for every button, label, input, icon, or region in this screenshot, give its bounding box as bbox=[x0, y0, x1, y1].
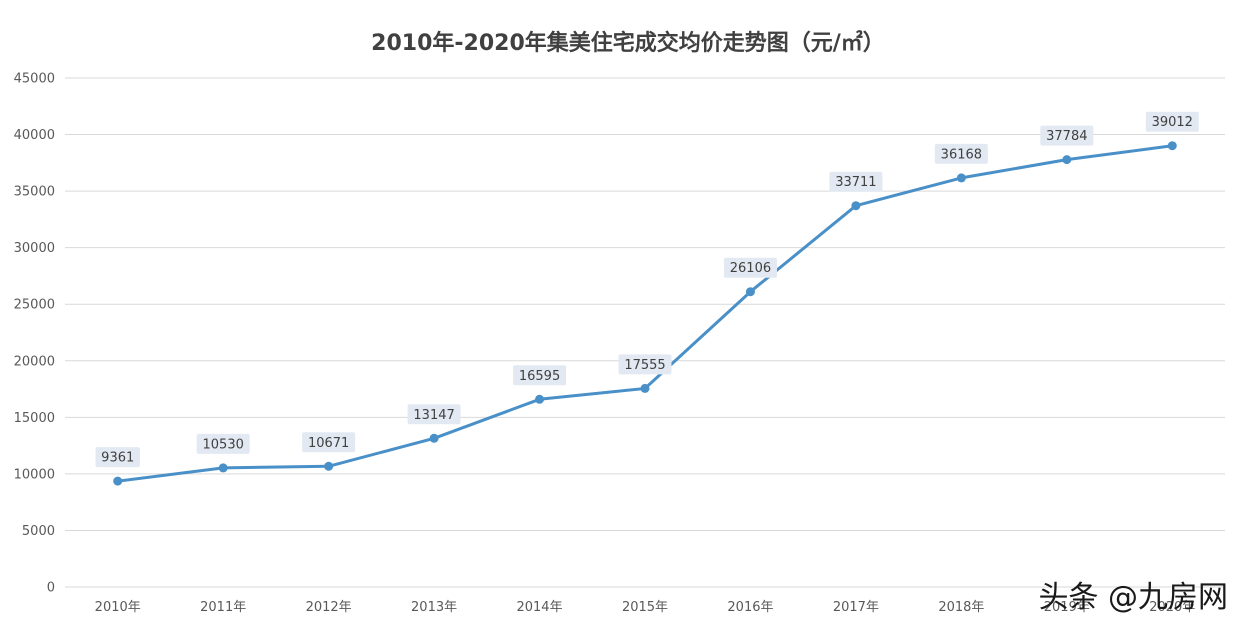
data-label-box bbox=[618, 354, 672, 375]
data-label-box bbox=[829, 171, 883, 192]
y-tick-label: 0 bbox=[47, 581, 55, 596]
data-point bbox=[429, 433, 439, 443]
data-label-text: 16595 bbox=[519, 369, 560, 384]
x-tick-label: 2013年 bbox=[411, 600, 457, 615]
x-tick-label: 2018年 bbox=[938, 600, 984, 615]
x-tick-label: 2017年 bbox=[833, 600, 879, 615]
x-tick-label: 2014年 bbox=[516, 600, 562, 615]
watermark: 头条 @九房网 bbox=[1038, 580, 1228, 615]
data-label: 9361 bbox=[95, 447, 140, 468]
data-label-box bbox=[302, 432, 356, 453]
data-point bbox=[851, 201, 861, 211]
y-tick-label: 15000 bbox=[14, 411, 55, 426]
data-labels: 9361 10530 10671 13147 16595 17555 26106 33711 3… bbox=[95, 111, 1199, 468]
x-tick-label: 2011年 bbox=[200, 600, 246, 615]
data-label: 37784 bbox=[1040, 125, 1094, 146]
y-tick-label: 25000 bbox=[14, 298, 55, 313]
data-label: 26106 bbox=[723, 257, 777, 278]
y-axis-ticks: 0 5000 10000 15000 20000 25000 30000 35000 40000… bbox=[14, 72, 55, 596]
data-point bbox=[956, 173, 966, 183]
data-label: 39012 bbox=[1145, 111, 1199, 132]
data-label-text: 36168 bbox=[941, 147, 982, 162]
data-label: 10671 bbox=[302, 432, 356, 453]
data-label: 13147 bbox=[407, 404, 461, 425]
x-tick-label: 2016年 bbox=[727, 600, 773, 615]
data-point bbox=[535, 394, 545, 404]
x-tick-label: 2010年 bbox=[95, 600, 141, 615]
data-point bbox=[745, 287, 755, 297]
data-label-box bbox=[1145, 111, 1199, 132]
data-label-text: 10671 bbox=[308, 436, 349, 451]
data-point bbox=[218, 463, 228, 473]
x-tick-label: 2015年 bbox=[622, 600, 668, 615]
data-label-box bbox=[196, 433, 250, 454]
data-label: 17555 bbox=[618, 354, 672, 375]
y-tick-label: 30000 bbox=[14, 241, 55, 256]
data-label: 16595 bbox=[513, 365, 567, 386]
x-tick-label: 2020年 bbox=[1149, 600, 1195, 615]
chart-title: 2010年-2020年集美住宅成交均价走势图（元/㎡） bbox=[371, 30, 885, 56]
data-label: 36168 bbox=[934, 143, 988, 164]
y-tick-label: 45000 bbox=[14, 72, 55, 87]
data-point bbox=[113, 476, 123, 486]
y-tick-label: 10000 bbox=[14, 467, 55, 482]
data-label-box bbox=[723, 257, 777, 278]
data-label-text: 37784 bbox=[1046, 129, 1087, 144]
data-label-text: 33711 bbox=[835, 175, 876, 190]
data-label-text: 39012 bbox=[1152, 115, 1193, 130]
data-label-text: 9361 bbox=[101, 451, 134, 466]
data-label: 33711 bbox=[829, 171, 883, 192]
x-axis-ticks: 2010年 2011年 2012年 2013年 2014年 2015年 2016年 2017年… bbox=[95, 600, 1196, 615]
data-label: 10530 bbox=[196, 433, 250, 454]
data-points bbox=[113, 141, 1177, 486]
data-label-box bbox=[1040, 125, 1094, 146]
y-tick-label: 40000 bbox=[14, 128, 55, 143]
data-label-text: 17555 bbox=[624, 358, 665, 373]
data-point bbox=[1062, 155, 1072, 165]
data-label-text: 10530 bbox=[203, 437, 244, 452]
y-tick-label: 20000 bbox=[14, 354, 55, 369]
data-label-box bbox=[95, 447, 140, 468]
y-tick-label: 5000 bbox=[22, 524, 55, 539]
data-point bbox=[640, 383, 650, 393]
data-point bbox=[324, 461, 334, 471]
data-label-box bbox=[407, 404, 461, 425]
data-point bbox=[1167, 141, 1177, 151]
data-label-text: 13147 bbox=[413, 408, 454, 423]
data-label-text: 26106 bbox=[730, 261, 771, 276]
data-label-box bbox=[934, 143, 988, 164]
y-tick-label: 35000 bbox=[14, 185, 55, 200]
data-label-box bbox=[513, 365, 567, 386]
x-tick-label: 2012年 bbox=[306, 600, 352, 615]
x-tick-label: 2019年 bbox=[1044, 600, 1090, 615]
